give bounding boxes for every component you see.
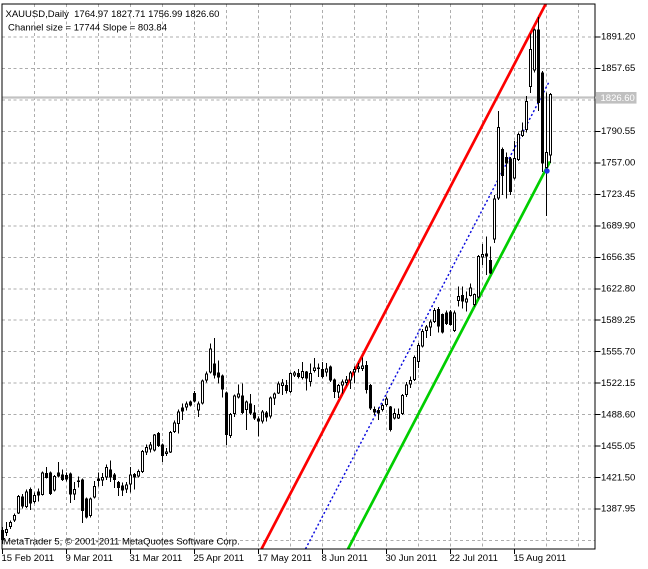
svg-text:22 Jul 2011: 22 Jul 2011 bbox=[450, 553, 498, 564]
svg-text:MetaTrader 5, © 2001-2011 Meta: MetaTrader 5, © 2001-2011 MetaQuotes Sof… bbox=[3, 537, 240, 548]
svg-text:1656.35: 1656.35 bbox=[601, 252, 635, 263]
svg-text:1589.25: 1589.25 bbox=[601, 315, 635, 326]
svg-text:1826.60: 1826.60 bbox=[601, 93, 635, 104]
svg-text:9 Mar 2011: 9 Mar 2011 bbox=[66, 553, 113, 564]
svg-text:30 Jun 2011: 30 Jun 2011 bbox=[386, 553, 438, 564]
svg-text:15 Aug 2011: 15 Aug 2011 bbox=[514, 553, 567, 564]
svg-text:1387.95: 1387.95 bbox=[601, 504, 635, 515]
svg-text:1421.50: 1421.50 bbox=[601, 472, 635, 483]
svg-text:1488.60: 1488.60 bbox=[601, 409, 635, 420]
svg-text:17 May 2011: 17 May 2011 bbox=[258, 553, 312, 564]
svg-text:1891.20: 1891.20 bbox=[601, 32, 635, 43]
svg-text:8 Jun 2011: 8 Jun 2011 bbox=[322, 553, 368, 564]
svg-text:1757.00: 1757.00 bbox=[601, 158, 635, 169]
svg-text:1522.15: 1522.15 bbox=[601, 378, 635, 389]
svg-text:XAUUSD,Daily 1764.97 1827.71: XAUUSD,Daily 1764.97 1827.71 1756.99 182… bbox=[6, 9, 220, 20]
svg-text:31 Mar 2011: 31 Mar 2011 bbox=[130, 553, 183, 564]
svg-text:1723.45: 1723.45 bbox=[601, 189, 635, 200]
svg-text:1689.90: 1689.90 bbox=[601, 221, 635, 232]
svg-text:1622.80: 1622.80 bbox=[601, 284, 635, 295]
svg-text:1857.65: 1857.65 bbox=[601, 63, 635, 74]
svg-text:15 Feb 2011: 15 Feb 2011 bbox=[2, 553, 55, 564]
svg-text:1555.70: 1555.70 bbox=[601, 346, 635, 357]
svg-text:1455.05: 1455.05 bbox=[601, 441, 635, 452]
svg-text:25 Apr 2011: 25 Apr 2011 bbox=[194, 553, 245, 564]
svg-text:1790.55: 1790.55 bbox=[601, 126, 635, 137]
svg-text:Channel size = 17744 Slope = 8: Channel size = 17744 Slope = 803.84 bbox=[8, 22, 167, 33]
